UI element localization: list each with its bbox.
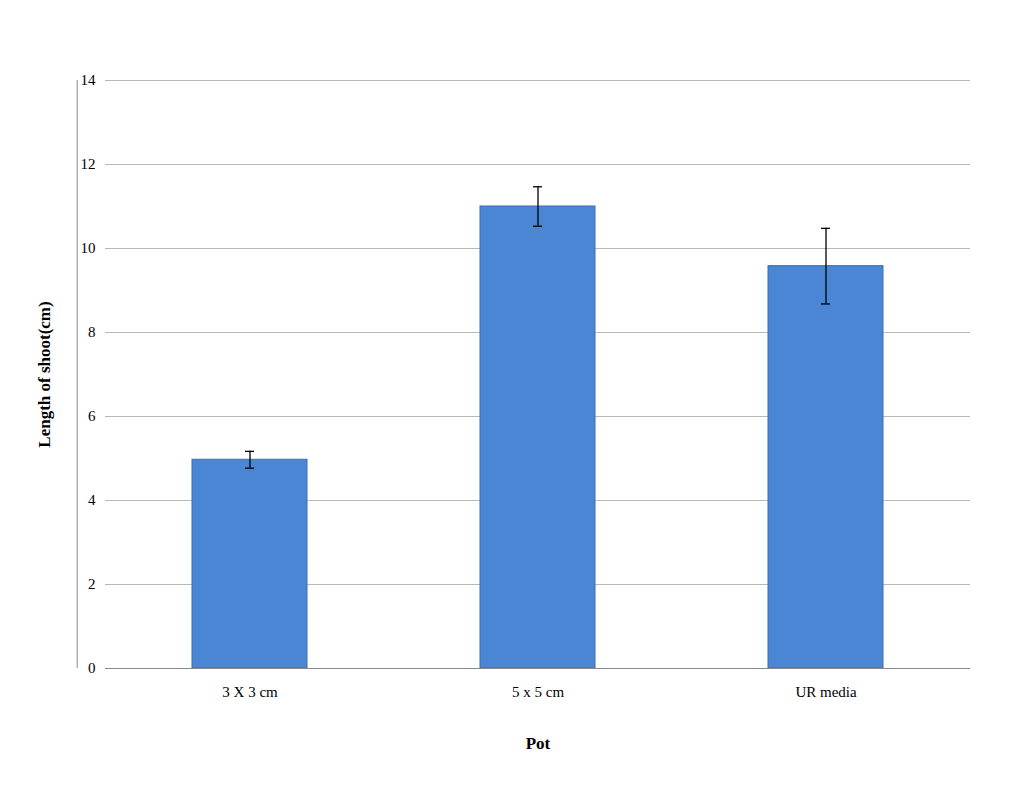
svg-text:0: 0 bbox=[88, 660, 96, 676]
svg-text:4: 4 bbox=[88, 492, 96, 508]
svg-text:10: 10 bbox=[81, 240, 96, 256]
svg-text:Length of shoot(cm): Length of shoot(cm) bbox=[35, 301, 54, 447]
svg-text:Pot: Pot bbox=[526, 734, 551, 753]
svg-text:5 x 5 cm: 5 x 5 cm bbox=[512, 684, 564, 700]
svg-text:3 X 3 cm: 3 X 3 cm bbox=[222, 684, 278, 700]
svg-text:UR media: UR media bbox=[795, 684, 857, 700]
svg-text:6: 6 bbox=[88, 408, 96, 424]
svg-text:14: 14 bbox=[81, 72, 97, 88]
svg-text:8: 8 bbox=[88, 324, 96, 340]
svg-text:12: 12 bbox=[81, 156, 96, 172]
svg-text:2: 2 bbox=[88, 576, 96, 592]
